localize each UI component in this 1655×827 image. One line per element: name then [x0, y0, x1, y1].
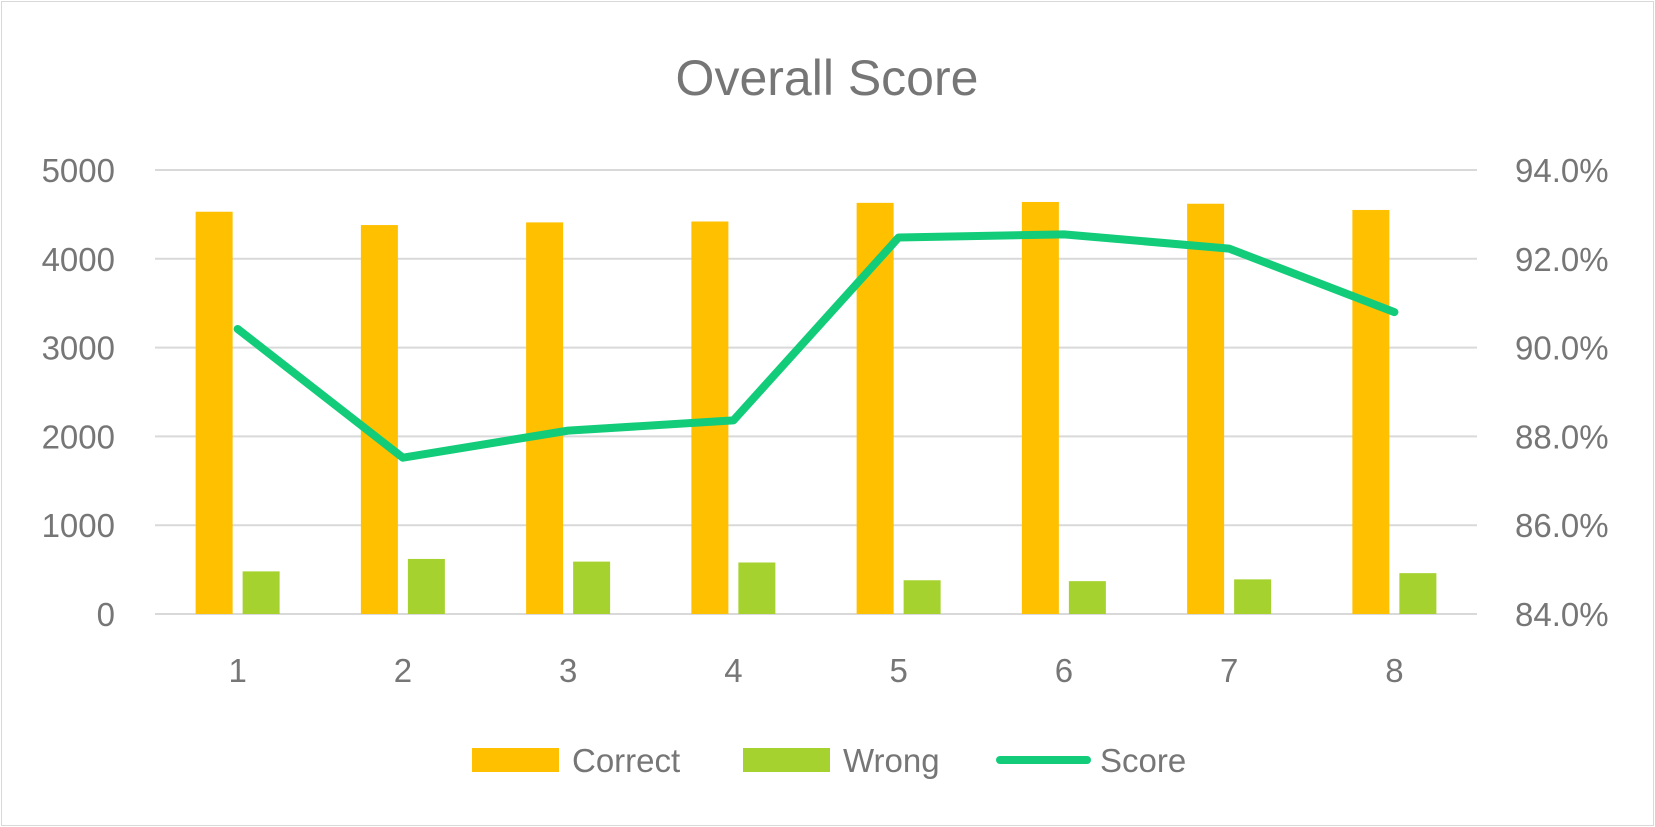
legend-label: Wrong: [843, 742, 940, 779]
x-axis: 1 2 3 4 5 6 7 8: [228, 652, 1403, 689]
legend-label: Correct: [572, 742, 680, 779]
bar-wrong: [738, 562, 776, 614]
bar-correct: [526, 222, 564, 614]
legend-label: Score: [1100, 742, 1186, 779]
score-point: [1062, 233, 1065, 236]
bar-correct: [195, 211, 233, 614]
score-point: [897, 236, 900, 239]
score-point: [236, 327, 239, 330]
y-left-tick-label: 4000: [42, 241, 115, 278]
score-point: [1228, 247, 1231, 250]
y-left-tick-label: 0: [97, 596, 115, 633]
y-right-tick-label: 86.0%: [1515, 507, 1609, 544]
x-tick-label: 6: [1055, 652, 1073, 689]
x-tick-label: 3: [559, 652, 577, 689]
bar-wrong: [1399, 573, 1437, 614]
score-point: [732, 419, 735, 422]
bar-correct: [1021, 201, 1059, 614]
y-left-tick-label: 5000: [42, 152, 115, 189]
x-tick-label: 8: [1385, 652, 1403, 689]
legend-swatch: [743, 748, 830, 772]
legend-swatch: [472, 748, 559, 772]
bar-wrong: [903, 580, 941, 614]
bar-wrong: [1068, 581, 1106, 614]
score-line-group: [233, 230, 1399, 462]
score-line: [233, 230, 1399, 462]
score-point: [567, 429, 570, 432]
y-right-tick-label: 90.0%: [1515, 330, 1609, 367]
score-point: [401, 456, 404, 459]
bar-wrong: [407, 558, 445, 614]
bar-wrong: [573, 561, 611, 614]
bar-wrong: [242, 571, 280, 614]
bars: [195, 201, 1437, 614]
y-right-tick-label: 94.0%: [1515, 152, 1609, 189]
y-right-axis: 84.0% 86.0% 88.0% 90.0% 92.0% 94.0%: [1515, 152, 1609, 633]
y-left-axis: 0 1000 2000 3000 4000 5000: [42, 152, 115, 633]
x-tick-label: 7: [1220, 652, 1238, 689]
bar-correct: [1352, 209, 1390, 614]
gridlines: [155, 169, 1477, 615]
y-right-tick-label: 88.0%: [1515, 418, 1609, 455]
legend-item-wrong: Wrong: [743, 742, 940, 779]
y-right-tick-label: 92.0%: [1515, 241, 1609, 278]
chart-title: Overall Score: [676, 50, 979, 106]
legend-item-correct: Correct: [472, 742, 680, 779]
bar-wrong: [1234, 579, 1272, 614]
x-tick-label: 5: [889, 652, 907, 689]
legend: Correct Wrong Score: [472, 742, 1186, 779]
bar-correct: [1187, 203, 1225, 614]
bar-correct: [360, 225, 398, 614]
x-tick-label: 2: [394, 652, 412, 689]
y-right-tick-label: 84.0%: [1515, 596, 1609, 633]
y-left-tick-label: 1000: [42, 507, 115, 544]
legend-item-score: Score: [996, 742, 1186, 779]
x-tick-label: 4: [724, 652, 742, 689]
x-tick-label: 1: [228, 652, 246, 689]
y-left-tick-label: 2000: [42, 418, 115, 455]
y-left-tick-label: 3000: [42, 330, 115, 367]
score-point: [1393, 311, 1396, 314]
